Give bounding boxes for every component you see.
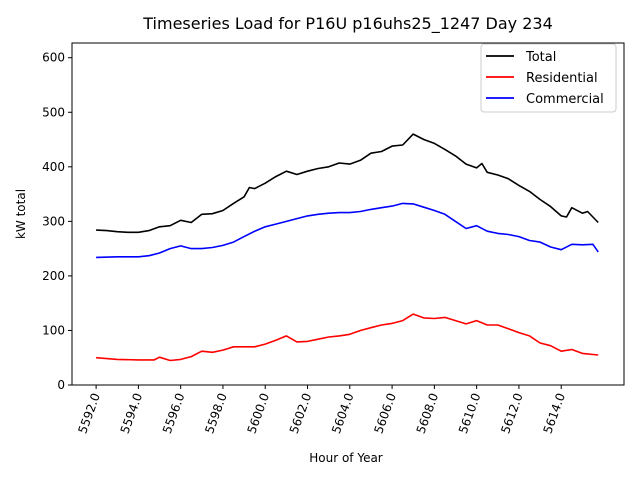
y-tick-label: 100 xyxy=(42,323,65,337)
y-tick-label: 300 xyxy=(42,214,65,228)
y-tick-label: 400 xyxy=(42,160,65,174)
series-line-commercial xyxy=(96,202,599,259)
chart-title: Timeseries Load for P16U p16uhs25_1247 D… xyxy=(142,14,553,34)
x-tick-label: 5592.0 xyxy=(75,391,103,435)
y-tick-label: 600 xyxy=(42,51,65,65)
x-tick-label: 5598.0 xyxy=(202,391,230,435)
axes-frame xyxy=(71,42,625,386)
y-axis-label: kW total xyxy=(14,189,28,239)
x-axis-label: Hour of Year xyxy=(309,451,383,465)
legend-label: Commercial xyxy=(526,92,604,107)
legend-label: Residential xyxy=(526,71,598,86)
x-tick-label: 5602.0 xyxy=(287,391,315,435)
y-tick-label: 0 xyxy=(57,378,65,392)
x-tick-label: 5604.0 xyxy=(329,391,357,435)
x-tick-label: 5606.0 xyxy=(371,391,399,435)
y-tick-label: 500 xyxy=(42,105,65,119)
legend-label: Total xyxy=(525,50,556,65)
series-line-residential xyxy=(96,313,599,362)
series-line-total xyxy=(96,133,599,234)
y-tick-label: 200 xyxy=(42,269,65,283)
x-tick-label: 5600.0 xyxy=(245,391,273,435)
x-tick-label: 5614.0 xyxy=(541,391,569,435)
legend: Total Residential Commercial xyxy=(480,43,617,113)
x-tick-label: 5608.0 xyxy=(414,391,442,435)
x-tick-label: 5594.0 xyxy=(118,391,146,435)
x-tick-label: 5612.0 xyxy=(498,391,526,435)
x-tick-label: 5610.0 xyxy=(456,391,484,435)
x-tick-label: 5596.0 xyxy=(160,391,188,435)
legend-box xyxy=(480,43,617,113)
